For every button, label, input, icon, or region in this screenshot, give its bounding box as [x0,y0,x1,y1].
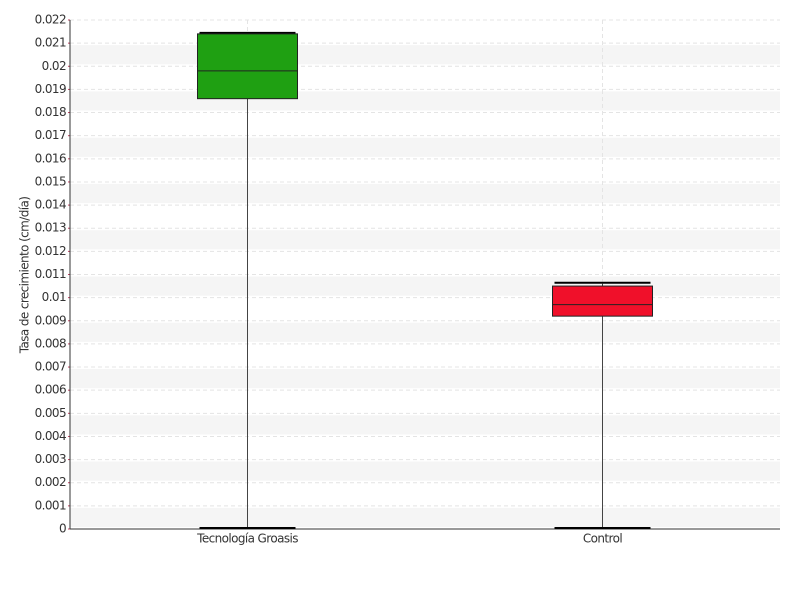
y-tick-label: 0.007 [35,360,66,374]
y-tick-label: 0.002 [35,475,66,489]
box [552,285,653,317]
grid-band [70,369,780,389]
y-tick-label: 0.006 [35,383,66,397]
y-tick-label: 0.012 [35,244,66,258]
y-tick-label: 0.021 [35,36,66,50]
y-tick-label: 0.011 [35,267,66,281]
grid-band [70,45,780,65]
grid-band [70,461,780,481]
y-tick-label: 0.008 [35,336,66,350]
x-tick-label: Tecnología Groasis [196,532,298,546]
y-tick-label: 0.019 [35,82,66,96]
y-tick-label: 0.005 [35,406,66,420]
grid-band [70,276,780,296]
y-tick-label: 0.02 [42,59,66,73]
y-tick-label: 0.016 [35,151,66,165]
box [197,33,298,100]
y-tick-label: 0.022 [35,13,66,27]
y-tick-label: 0.014 [35,198,66,212]
y-tick-label: 0.004 [35,429,66,443]
grid-band [70,230,780,250]
grid-band [70,507,780,527]
y-tick-label: 0.015 [35,174,66,188]
y-tick-label: 0 [59,522,66,536]
y-axis-label: Tasa de crecimiento (cm/día) [18,197,32,355]
y-tick-label: 0.003 [35,452,66,466]
y-tick-label: 0.009 [35,313,66,327]
y-tick-label: 0.018 [35,105,66,119]
y-tick-label: 0.001 [35,498,66,512]
grid-band [70,415,780,435]
y-tick-label: 0.013 [35,221,66,235]
x-tick-label: Control [583,532,622,546]
grid-band [70,183,780,204]
grid-band [70,137,780,157]
grid-band [70,322,780,342]
y-tick-label: 0.017 [35,128,66,142]
grid-band [70,91,780,111]
y-tick-label: 0.01 [42,290,66,304]
